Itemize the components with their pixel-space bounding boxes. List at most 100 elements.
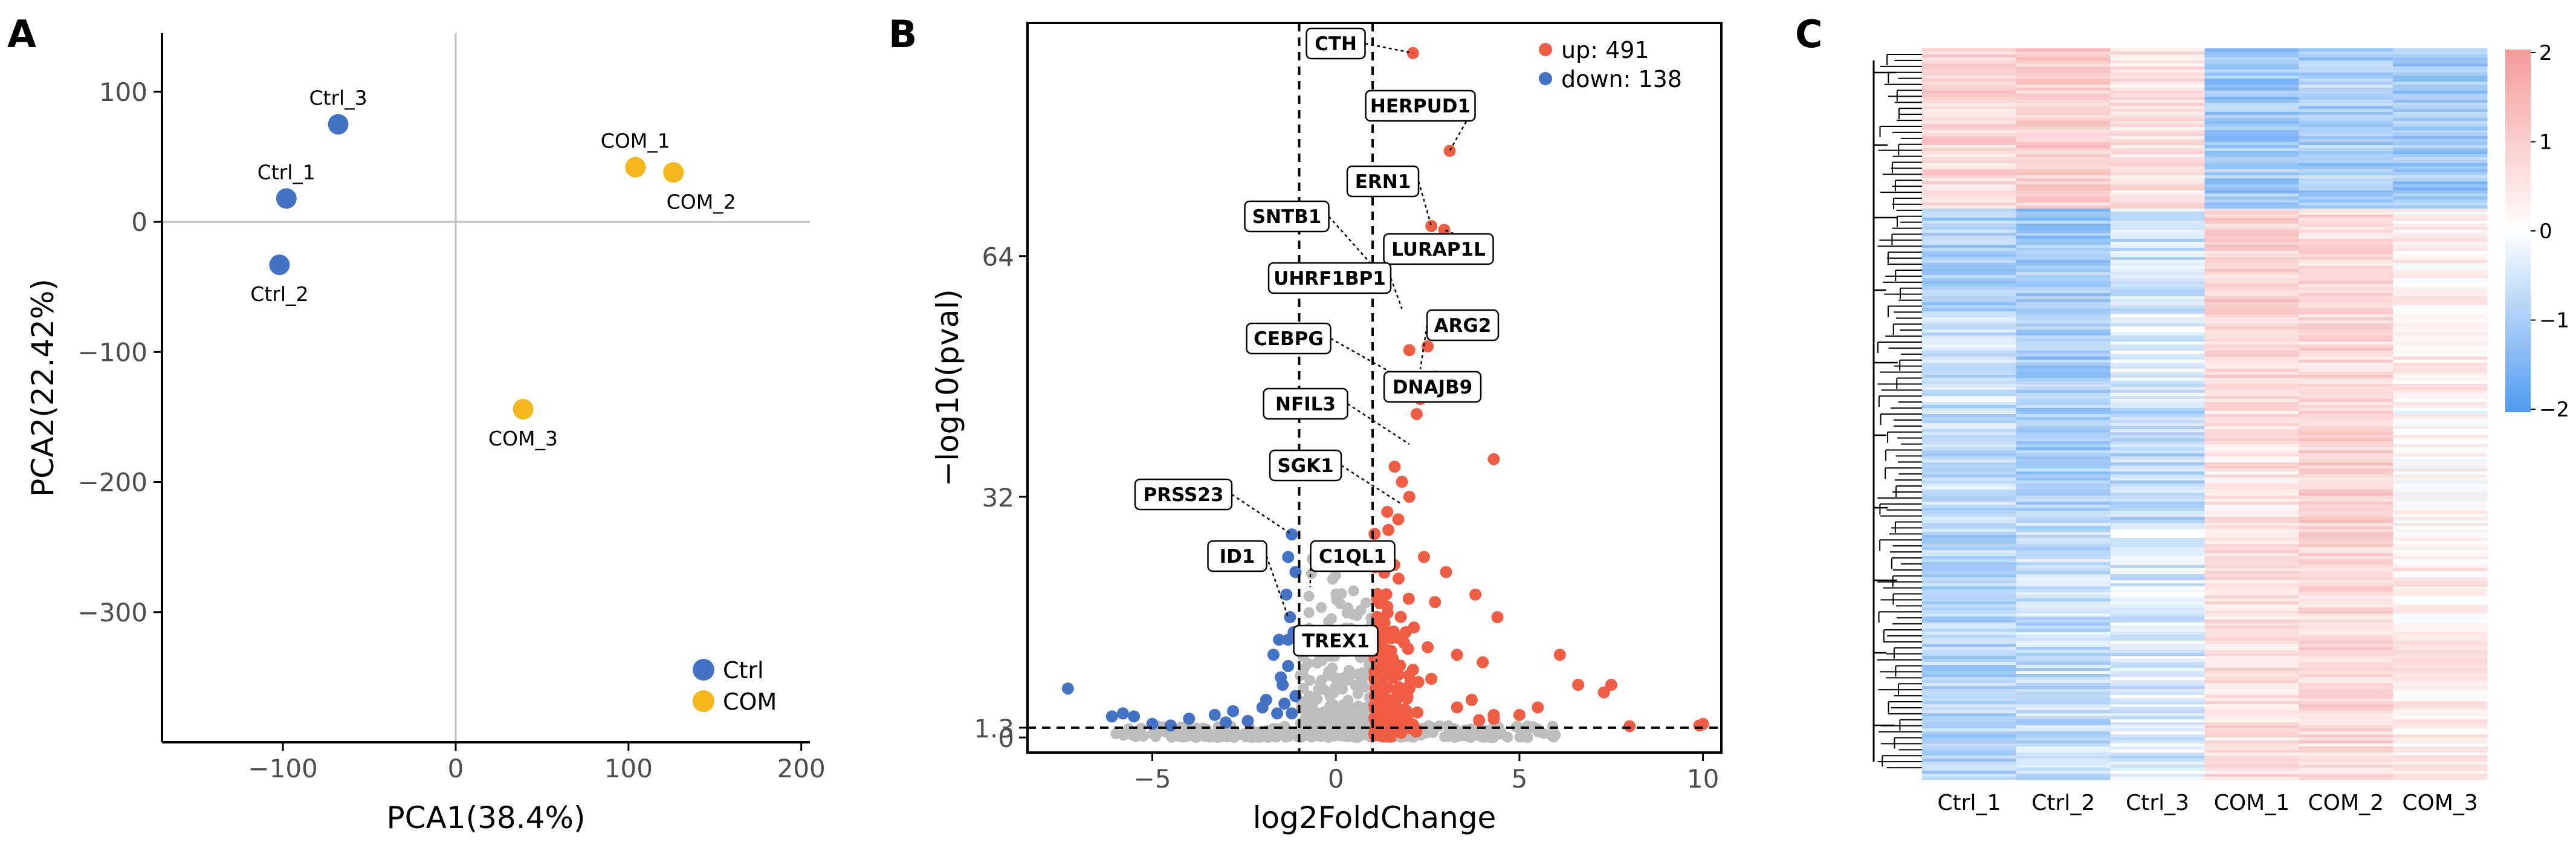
heatmap-cell [2393, 127, 2488, 131]
heatmap-cell [2110, 154, 2205, 158]
heatmap-cell [2299, 456, 2393, 460]
heatmap-cell [2299, 375, 2393, 378]
heatmap-cell [2110, 121, 2205, 125]
heatmap-cell [2393, 710, 2488, 714]
heatmap-cell [2110, 620, 2205, 623]
heatmap-cell [2110, 196, 2205, 200]
down-regulated-point [1286, 528, 1298, 541]
heatmap-cell [2299, 680, 2393, 684]
heatmap-cell [2204, 686, 2299, 690]
heatmap-cell [2204, 323, 2299, 327]
ns-point [1348, 585, 1359, 597]
ns-point [1312, 693, 1323, 705]
pca-point-label: COM_1 [601, 129, 670, 153]
heatmap-cell [2110, 502, 2205, 505]
heatmap-cell [2016, 390, 2111, 393]
colorbar [2505, 50, 2531, 412]
ns-point [1351, 669, 1363, 680]
heatmap-cell [2393, 227, 2488, 230]
legend-label: down: 138 [1561, 66, 1682, 92]
up-regulated-point [1425, 219, 1438, 232]
heatmap-cell [2204, 502, 2299, 505]
heatmap-cell [2393, 511, 2488, 514]
gene-label: HERPUD1 [1370, 96, 1471, 117]
heatmap-cell [1922, 411, 2017, 415]
heatmap-cell [2299, 420, 2393, 424]
heatmap-cell [2016, 553, 2111, 557]
heatmap-cell [2110, 674, 2205, 678]
heatmap-cell [2016, 381, 2111, 384]
heatmap-cell [2299, 351, 2393, 354]
heatmap-cell [2110, 390, 2205, 393]
up-regulated-point [1394, 659, 1406, 672]
heatmap-cell [1922, 212, 2017, 215]
heatmap-cell [1922, 103, 2017, 106]
heatmap-cell [2110, 302, 2205, 306]
heatmap-cell [2393, 278, 2488, 282]
heatmap-cell [2299, 734, 2393, 738]
heatmap-cell [2016, 550, 2111, 554]
heatmap-cell [2299, 402, 2393, 406]
x-tick-label: 0 [1328, 764, 1344, 794]
heatmap-cell [2110, 562, 2205, 566]
heatmap-cell [2393, 653, 2488, 656]
heatmap-cell [2110, 686, 2205, 690]
heatmap-cell [2204, 734, 2299, 738]
heatmap-cell [1922, 629, 2017, 632]
heatmap-cell [2204, 559, 2299, 563]
heatmap-cell [2299, 296, 2393, 300]
heatmap-cell [2204, 701, 2299, 705]
heatmap-cell [2393, 175, 2488, 179]
heatmap-cell [1922, 650, 2017, 653]
heatmap-cell [2016, 266, 2111, 270]
heatmap-cell [2299, 172, 2393, 176]
ns-point [1336, 588, 1347, 600]
heatmap-cell [2393, 610, 2488, 614]
heatmap-cell [2016, 598, 2111, 602]
heatmap-cell [1922, 338, 2017, 342]
heatmap-cell [2110, 753, 2205, 756]
heatmap-cell [1922, 130, 2017, 134]
heatmap-cell [2393, 390, 2488, 393]
heatmap-cell [2204, 478, 2299, 481]
heatmap-cell [2110, 629, 2205, 632]
heatmap-cell [1922, 713, 2017, 717]
heatmap-cell [2393, 756, 2488, 759]
heatmap-cell [2110, 48, 2205, 52]
heatmap-cell [2299, 121, 2393, 125]
heatmap-cell [2299, 233, 2393, 236]
heatmap-cell [2204, 275, 2299, 279]
heatmap-cell [2110, 432, 2205, 436]
heatmap-cell [2204, 737, 2299, 741]
heatmap-cell [2110, 299, 2205, 303]
heatmap-cell [2393, 444, 2488, 448]
heatmap-cell [2299, 426, 2393, 430]
heatmap-cell [2016, 750, 2111, 753]
heatmap-cell [2204, 659, 2299, 662]
heatmap-cell [1922, 136, 2017, 140]
gene-label-leader [1419, 325, 1428, 369]
heatmap-cell [2204, 387, 2299, 390]
heatmap-cell [2299, 227, 2393, 230]
heatmap-cell [1922, 278, 2017, 282]
heatmap-cell [2016, 269, 2111, 273]
heatmap-cell [2016, 163, 2111, 167]
heatmap-cell [2110, 589, 2205, 593]
heatmap-cell [1922, 601, 2017, 605]
heatmap-cell [2016, 641, 2111, 644]
heatmap-cell [1922, 375, 2017, 378]
legend-marker-ctrl [693, 659, 714, 681]
heatmap-cell [2299, 432, 2393, 436]
heatmap-cell [2016, 375, 2111, 378]
heatmap-cell [2016, 680, 2111, 684]
heatmap-cell [2016, 478, 2111, 481]
heatmap-cell [2016, 538, 2111, 542]
heatmap-cell [2299, 127, 2393, 131]
heatmap-cell [1922, 181, 2017, 185]
heatmap-cell [2016, 51, 2111, 55]
up-regulated-point [1392, 513, 1405, 526]
heatmap-cell [2110, 574, 2205, 578]
heatmap-cell [2016, 450, 2111, 454]
heatmap-cell [2204, 444, 2299, 448]
ns-point [1147, 728, 1158, 740]
